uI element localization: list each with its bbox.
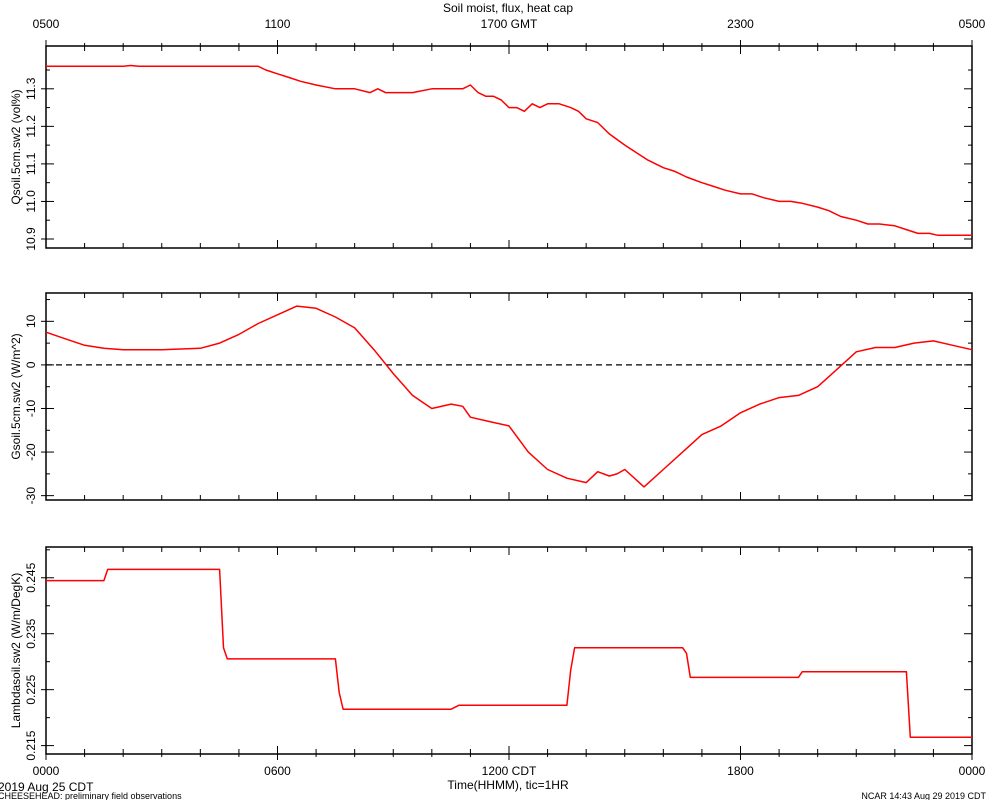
series-line: [46, 64, 972, 236]
y-tick-label: 11.3: [24, 77, 38, 100]
y-tick-label: 0.225: [24, 674, 38, 704]
y-axis-title: Lambdasoil.sw2 (W/m/DegK): [9, 573, 23, 728]
top-x-tick-label: 1100: [265, 17, 291, 31]
plot-frame: [45, 292, 973, 501]
plot-frame: [45, 546, 973, 755]
y-tick-label: 11.2: [24, 115, 38, 138]
top-x-tick-label: 2300: [727, 17, 754, 31]
y-tick-label: 10: [24, 314, 38, 328]
y-tick-label: 10.9: [24, 227, 38, 251]
y-tick-label: -20: [24, 443, 38, 461]
footer-right: NCAR 14:43 Aug 29 2019 CDT: [861, 791, 986, 800]
series-line: [45, 305, 973, 488]
bottom-x-tick-label: 1200 CDT: [482, 764, 537, 778]
bottom-x-tick-label: 0000: [959, 764, 986, 778]
x-axis-title: Time(HHMM), tic=1HR: [447, 778, 569, 792]
y-tick-label: 0.235: [24, 618, 38, 648]
y-tick-label: 0.215: [24, 730, 38, 760]
top-x-tick-label: 0500: [33, 17, 60, 31]
bottom-x-tick-label: 1800: [727, 764, 754, 778]
top-x-tick-label: 1700 GMT: [481, 17, 538, 31]
y-tick-label: 0: [24, 361, 38, 368]
plot-frame: [45, 45, 973, 249]
bottom-x-tick-label: 0600: [264, 764, 291, 778]
y-tick-label: 0.245: [24, 562, 38, 592]
x-axis-date-label: 2019 Aug 25 CDT: [0, 780, 94, 794]
y-tick-label: -10: [24, 399, 38, 417]
footer-left: CHEESEHEAD: preliminary field observatio…: [0, 791, 182, 800]
series-line: [46, 568, 972, 738]
y-axis-title: Qsoil.5cm.sw2 (vol%): [9, 89, 23, 204]
y-tick-label: 11.0: [24, 190, 38, 213]
y-tick-label: 11.1: [24, 152, 38, 175]
top-x-tick-label: 0500: [959, 17, 986, 31]
y-axis-title: Gsoil.5cm.sw2 (W/m^2): [9, 333, 23, 459]
chart-title: Soil moist, flux, heat cap: [443, 1, 573, 15]
y-tick-label: -30: [24, 487, 38, 505]
bottom-x-tick-label: 0000: [33, 764, 60, 778]
